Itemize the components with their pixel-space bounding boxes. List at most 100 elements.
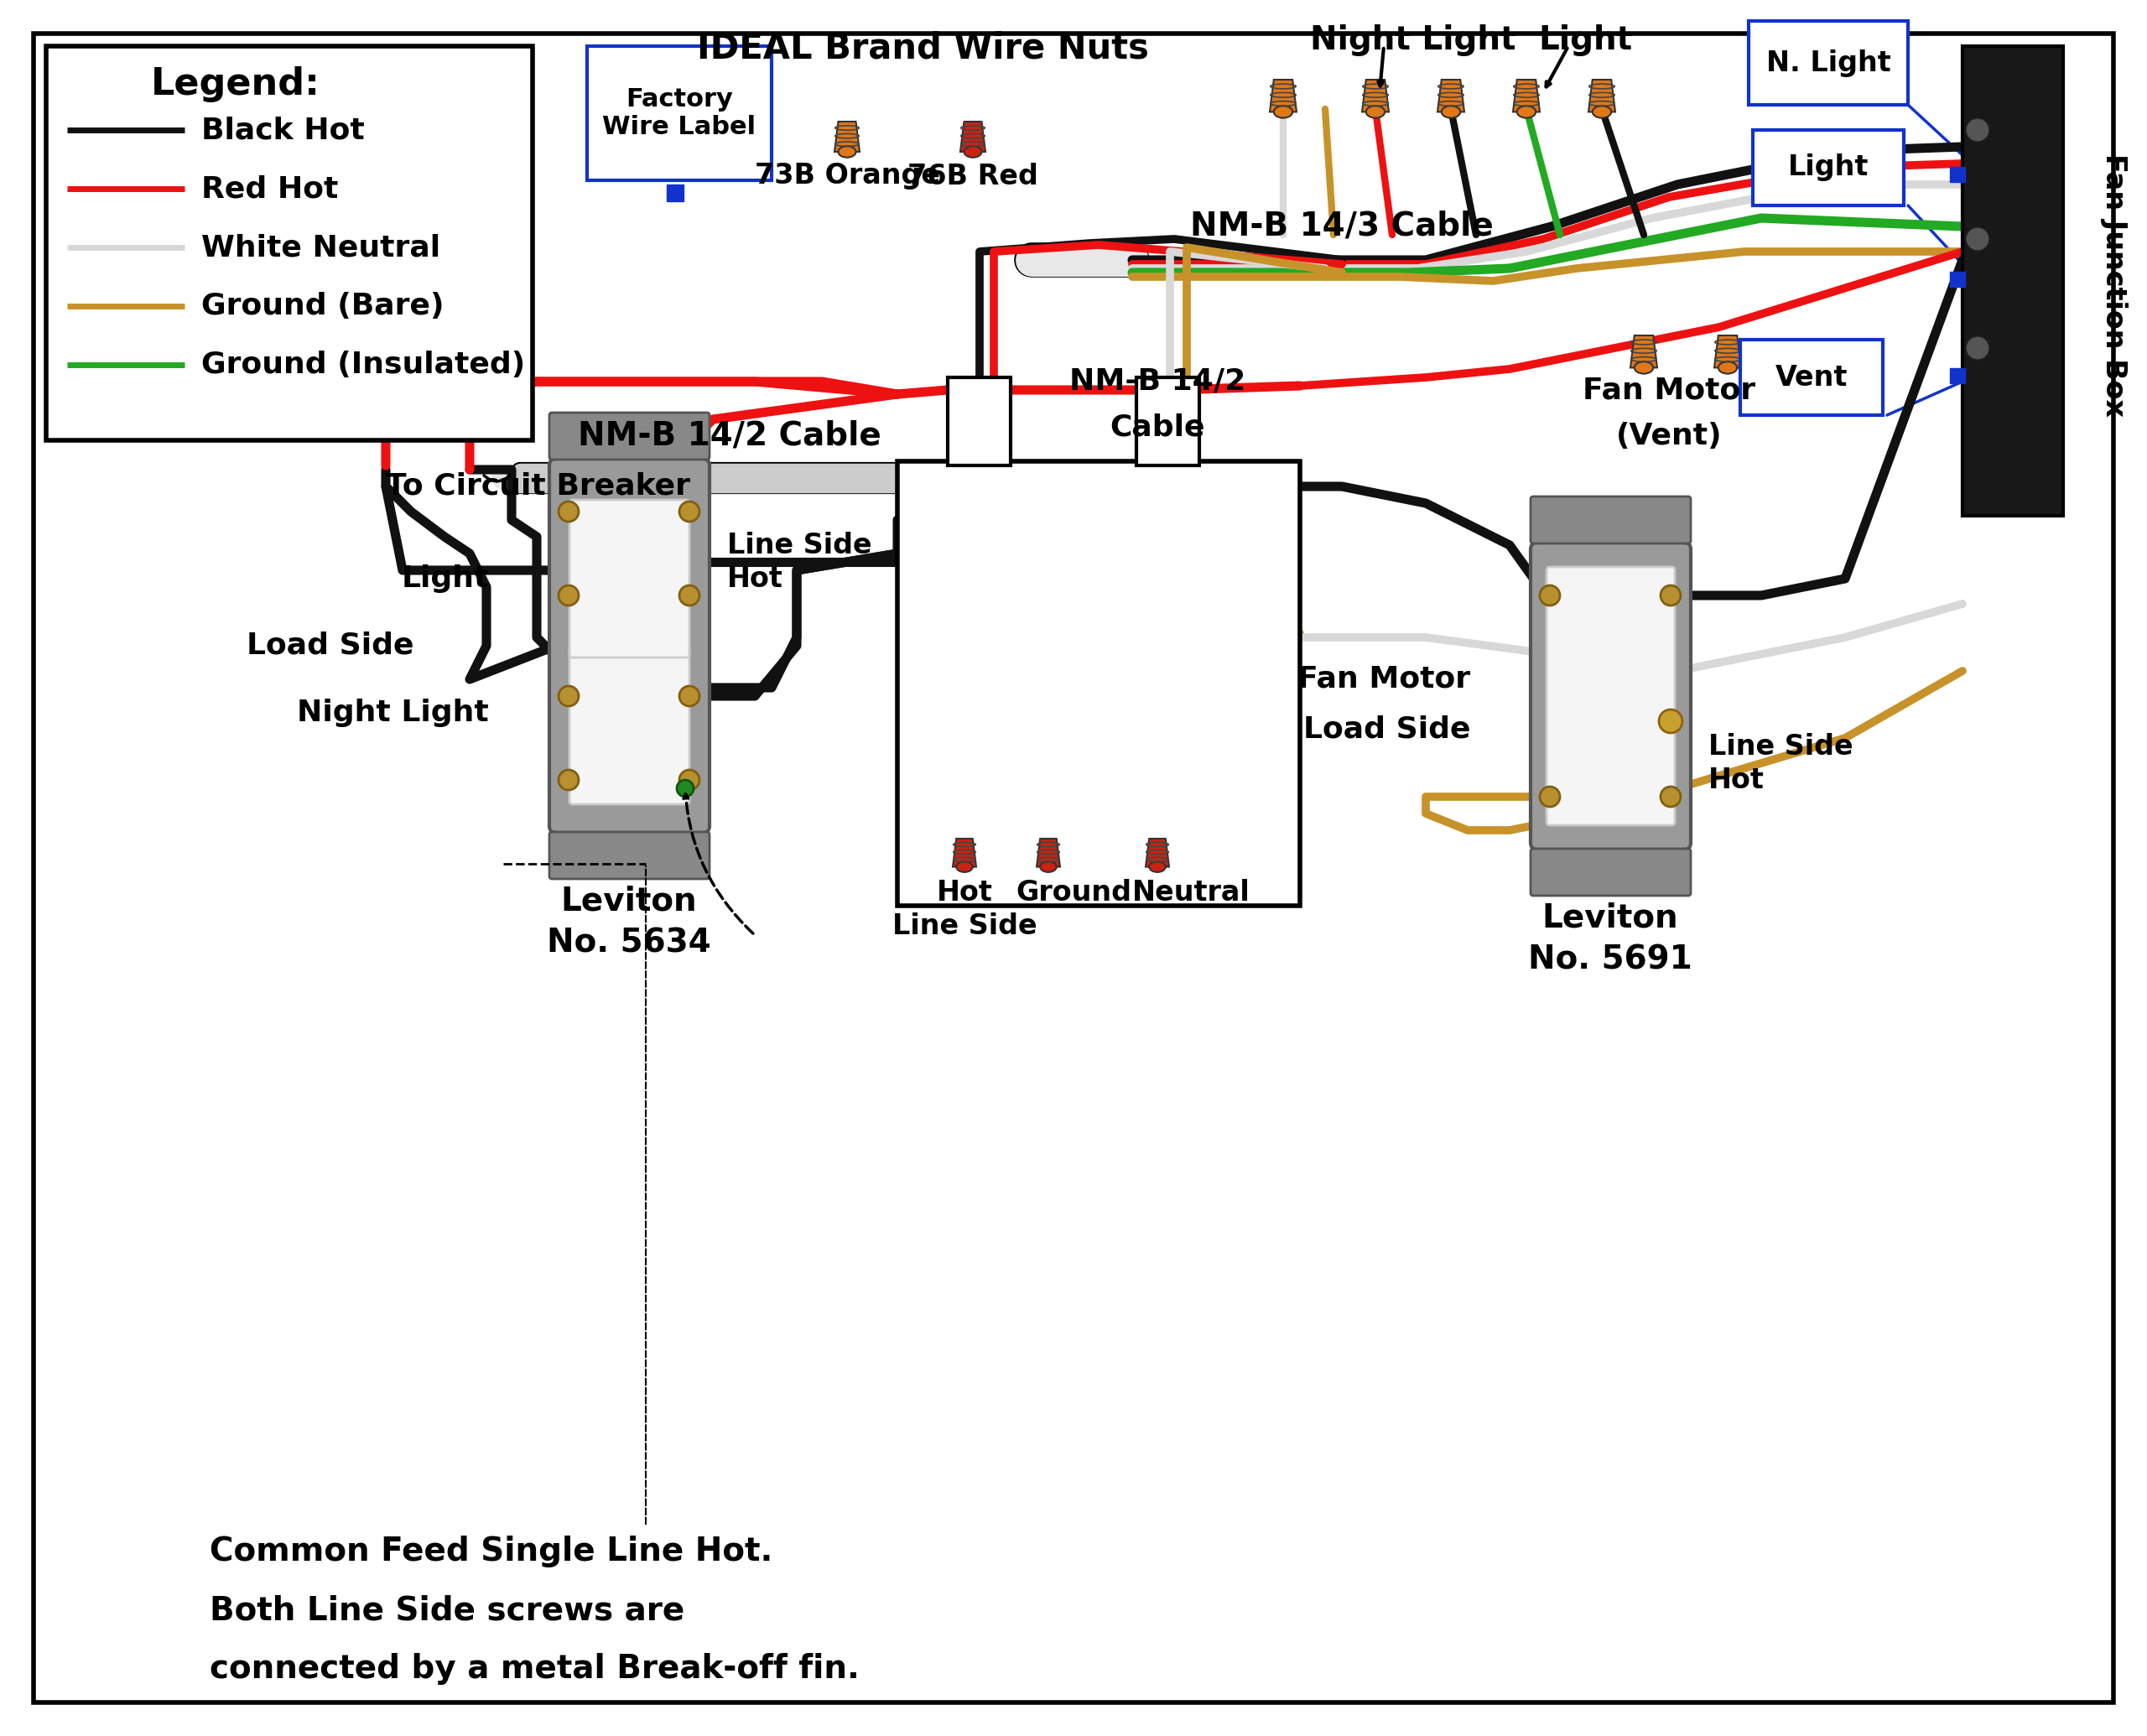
FancyBboxPatch shape xyxy=(550,832,709,878)
Ellipse shape xyxy=(1441,106,1460,118)
Text: Neutral: Neutral xyxy=(1131,880,1250,906)
FancyBboxPatch shape xyxy=(569,646,689,804)
Text: connected by a metal Break-off fin.: connected by a metal Break-off fin. xyxy=(210,1653,859,1686)
Polygon shape xyxy=(1589,80,1615,111)
FancyBboxPatch shape xyxy=(550,458,709,833)
Circle shape xyxy=(1539,585,1561,606)
Text: Cable: Cable xyxy=(1110,413,1204,443)
Bar xyxy=(947,377,1011,465)
Text: Factory
Wire Label: Factory Wire Label xyxy=(603,87,756,139)
Bar xyxy=(1949,368,1965,384)
Ellipse shape xyxy=(964,146,981,158)
Ellipse shape xyxy=(955,861,973,871)
Polygon shape xyxy=(960,122,985,151)
Bar xyxy=(1949,273,1965,286)
Bar xyxy=(45,47,532,441)
Text: Legend:: Legend: xyxy=(150,66,320,102)
Text: Load Side: Load Side xyxy=(247,632,414,660)
Text: No. 5691: No. 5691 xyxy=(1529,944,1692,976)
Ellipse shape xyxy=(1593,106,1610,118)
Text: Load Side: Load Side xyxy=(1303,715,1471,745)
Polygon shape xyxy=(1361,80,1389,111)
Bar xyxy=(668,184,683,201)
Text: Hot: Hot xyxy=(728,564,784,592)
Circle shape xyxy=(676,779,693,797)
FancyBboxPatch shape xyxy=(569,500,689,658)
Polygon shape xyxy=(1438,80,1464,111)
Polygon shape xyxy=(1514,80,1539,111)
Text: NM-B 14/2 Cable: NM-B 14/2 Cable xyxy=(578,420,880,451)
Text: To Circuit Breaker: To Circuit Breaker xyxy=(386,472,689,500)
Ellipse shape xyxy=(1273,106,1292,118)
Circle shape xyxy=(1967,227,1990,250)
Text: White Neutral: White Neutral xyxy=(202,233,440,262)
Text: Night Light: Night Light xyxy=(1310,24,1516,56)
Text: 76B Red: 76B Red xyxy=(908,161,1039,189)
Text: Line Side: Line Side xyxy=(893,913,1037,941)
Circle shape xyxy=(678,686,700,707)
Text: Vent: Vent xyxy=(1776,363,1849,391)
Circle shape xyxy=(678,502,700,521)
Text: Leviton: Leviton xyxy=(1542,903,1679,934)
Circle shape xyxy=(1660,710,1683,733)
Bar xyxy=(1949,167,1965,182)
Ellipse shape xyxy=(1518,106,1535,118)
Text: No. 5634: No. 5634 xyxy=(547,927,711,960)
Circle shape xyxy=(558,686,580,707)
Ellipse shape xyxy=(1149,861,1166,871)
Bar xyxy=(586,47,771,181)
Text: NM-B 14/2: NM-B 14/2 xyxy=(1069,368,1245,396)
FancyBboxPatch shape xyxy=(1546,568,1675,825)
Text: N. Light: N. Light xyxy=(1767,49,1892,76)
Bar xyxy=(1741,340,1883,415)
Ellipse shape xyxy=(1634,361,1653,373)
Text: Line Side: Line Side xyxy=(728,531,872,559)
FancyBboxPatch shape xyxy=(1531,543,1692,849)
Text: Fan Junction Box: Fan Junction Box xyxy=(2100,153,2128,417)
Text: Fan Motor: Fan Motor xyxy=(1582,375,1756,404)
Text: Light: Light xyxy=(1537,24,1632,56)
Bar xyxy=(1748,21,1909,104)
Bar xyxy=(897,462,1299,906)
Text: Light: Light xyxy=(401,564,490,594)
Polygon shape xyxy=(953,838,977,866)
FancyBboxPatch shape xyxy=(1531,849,1692,896)
Polygon shape xyxy=(1713,335,1741,368)
Circle shape xyxy=(558,502,580,521)
Text: Hot: Hot xyxy=(936,880,992,906)
Text: Both Line Side screws are: Both Line Side screws are xyxy=(210,1594,685,1627)
Polygon shape xyxy=(1037,838,1061,866)
Text: IDEAL Brand Wire Nuts: IDEAL Brand Wire Nuts xyxy=(696,31,1149,66)
Text: Hot: Hot xyxy=(1709,766,1765,793)
Text: Light: Light xyxy=(1788,155,1868,182)
Text: Red Hot: Red Hot xyxy=(202,174,339,203)
Text: Fan Motor: Fan Motor xyxy=(1297,665,1471,694)
Ellipse shape xyxy=(1365,106,1385,118)
Bar xyxy=(1752,130,1904,205)
Text: NM-B 14/3 Cable: NM-B 14/3 Cable xyxy=(1189,210,1494,243)
Text: Common Feed Single Line Hot.: Common Feed Single Line Hot. xyxy=(210,1536,773,1568)
FancyBboxPatch shape xyxy=(550,413,709,460)
FancyBboxPatch shape xyxy=(1531,496,1692,543)
Circle shape xyxy=(1967,118,1990,142)
Text: Black Hot: Black Hot xyxy=(202,116,365,144)
Ellipse shape xyxy=(837,146,857,158)
Ellipse shape xyxy=(1718,361,1737,373)
Text: Line Side: Line Side xyxy=(1709,733,1853,760)
Text: Ground (Bare): Ground (Bare) xyxy=(202,292,444,321)
Circle shape xyxy=(678,585,700,606)
Bar xyxy=(1136,377,1200,465)
Circle shape xyxy=(1660,585,1681,606)
Polygon shape xyxy=(1146,838,1170,866)
Text: Leviton: Leviton xyxy=(560,885,698,918)
Circle shape xyxy=(558,769,580,790)
Text: Night Light: Night Light xyxy=(296,698,490,727)
Circle shape xyxy=(558,585,580,606)
Circle shape xyxy=(678,769,700,790)
Ellipse shape xyxy=(1039,861,1056,871)
Polygon shape xyxy=(835,122,859,151)
Polygon shape xyxy=(1630,335,1657,368)
Circle shape xyxy=(1660,786,1681,807)
Text: (Vent): (Vent) xyxy=(1617,422,1722,450)
Polygon shape xyxy=(1269,80,1297,111)
